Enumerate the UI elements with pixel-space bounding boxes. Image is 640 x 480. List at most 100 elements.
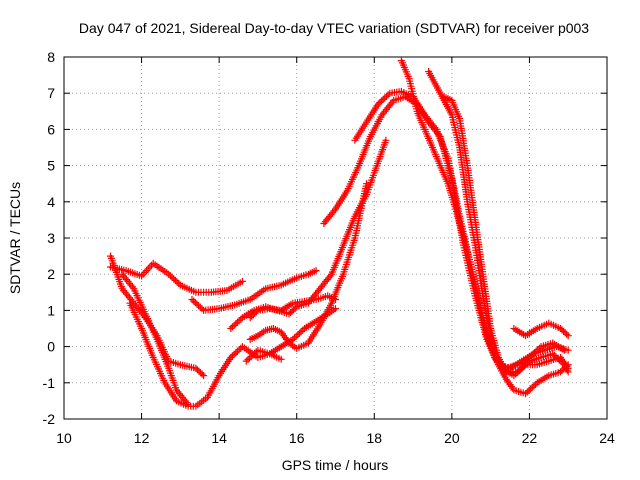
data-point <box>173 278 181 286</box>
series-track-1 <box>107 259 246 296</box>
data-point <box>166 272 174 280</box>
data-point <box>139 270 147 278</box>
y-tick-label: 6 <box>47 121 55 137</box>
data-point <box>560 346 568 354</box>
data-point <box>522 390 529 398</box>
data-point <box>227 354 235 361</box>
data-point <box>198 305 206 313</box>
data-point <box>374 100 382 108</box>
data-point <box>534 346 542 354</box>
y-tick-label: 1 <box>47 302 55 318</box>
series-track-9 <box>242 305 339 365</box>
x-tick-label: 14 <box>211 430 227 446</box>
data-point <box>291 334 298 342</box>
data-point <box>527 385 534 393</box>
data-point <box>193 300 201 308</box>
y-tick-label: 7 <box>47 85 55 101</box>
data-point <box>190 297 198 305</box>
data-point <box>529 350 537 358</box>
data-point <box>524 359 532 367</box>
data-point <box>510 372 518 380</box>
data-point <box>378 97 385 105</box>
x-tick-label: 16 <box>289 430 305 446</box>
data-point <box>530 349 538 357</box>
data-point <box>514 368 522 376</box>
data-point <box>297 328 305 336</box>
data-point <box>228 352 236 360</box>
x-tick-label: 10 <box>56 430 72 446</box>
y-tick-label: 4 <box>47 194 55 210</box>
series-track-5 <box>188 267 320 314</box>
data-point <box>230 350 238 358</box>
data-point <box>252 348 260 356</box>
y-tick-label: -2 <box>43 411 56 427</box>
y-axis-label: SDTVAR / TECUs <box>7 182 23 294</box>
data-point <box>191 299 199 307</box>
data-point <box>525 387 533 395</box>
data-point <box>171 276 179 284</box>
data-point <box>292 332 300 340</box>
series-track-13 <box>425 68 572 398</box>
data-point <box>246 354 254 362</box>
data-point <box>296 329 303 337</box>
data-point <box>376 99 384 106</box>
data-point <box>550 351 558 359</box>
data-point <box>382 136 390 144</box>
data-point <box>247 352 255 360</box>
data-point <box>277 355 285 363</box>
data-point <box>198 370 206 378</box>
data-point <box>196 303 204 311</box>
data-point <box>384 91 392 99</box>
series-track-12 <box>397 57 572 380</box>
data-point <box>175 280 183 287</box>
data-point <box>249 351 257 359</box>
data-point <box>379 95 387 103</box>
data-point <box>195 302 203 310</box>
plot-frame <box>63 56 608 420</box>
data-point <box>233 347 241 355</box>
chart-title: Day 047 of 2021, Sidereal Day-to-day VTE… <box>79 20 589 36</box>
data-point <box>232 349 240 357</box>
data-point <box>532 380 539 388</box>
x-tick-label: 24 <box>599 430 615 446</box>
x-tick-label: 22 <box>522 430 538 446</box>
y-tick-label: 2 <box>47 266 55 282</box>
data-point <box>238 277 246 285</box>
data-point <box>517 365 525 373</box>
data-point <box>554 355 562 362</box>
data-point <box>535 344 543 352</box>
data-point <box>522 360 530 368</box>
data-point <box>168 273 176 281</box>
data-point <box>235 317 243 325</box>
data-point <box>552 353 560 361</box>
data-point <box>228 323 236 331</box>
data-point <box>532 347 540 355</box>
series-track-4 <box>118 270 192 408</box>
y-tick-label: 3 <box>47 230 55 246</box>
data-point <box>291 304 299 312</box>
grid <box>64 57 607 419</box>
data-point <box>242 357 250 365</box>
x-axis-label: GPS time / hours <box>282 457 389 473</box>
data-point <box>530 382 538 390</box>
data-point <box>251 349 259 357</box>
data-point <box>519 363 527 371</box>
data-point <box>383 92 390 100</box>
data-point <box>144 265 152 273</box>
x-tick-label: 18 <box>366 430 382 446</box>
y-tick-label: -1 <box>43 375 56 391</box>
data-point <box>230 321 238 329</box>
data-point <box>244 356 252 363</box>
data-point <box>520 362 528 370</box>
data-point <box>289 335 297 343</box>
data-point <box>564 368 572 376</box>
data-point <box>143 267 151 275</box>
data-point <box>170 275 178 283</box>
series-track-3 <box>126 299 285 410</box>
data-point <box>184 401 192 408</box>
data-point <box>237 315 245 323</box>
data-point <box>549 350 557 358</box>
data-point <box>564 332 572 340</box>
y-tick-label: 5 <box>47 158 55 174</box>
